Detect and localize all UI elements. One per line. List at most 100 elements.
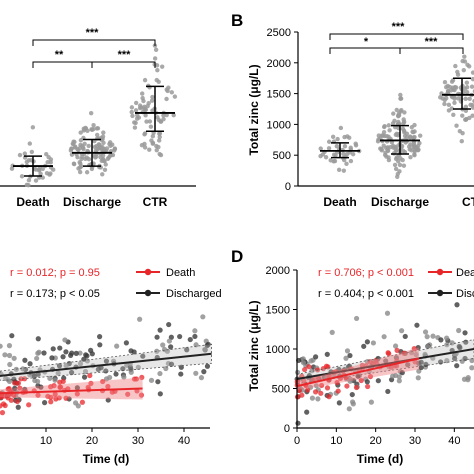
point-discharged [154, 348, 160, 354]
point-discharged [81, 374, 88, 380]
point-discharged [422, 329, 429, 335]
point-death [295, 378, 301, 384]
point-discharged [430, 333, 436, 339]
point-ctr [467, 96, 472, 101]
point-death [74, 391, 80, 397]
point-discharged [204, 363, 211, 369]
panel-a-points [9, 43, 178, 188]
point-death [139, 374, 145, 380]
point-death [57, 379, 63, 385]
point-discharged [324, 351, 330, 357]
point-discharged [157, 327, 163, 333]
panel-d-y-ticks: 0 500 1000 1500 2000 [266, 265, 297, 435]
point-discharge [398, 109, 403, 114]
point-discharged [9, 333, 15, 339]
point-death [52, 391, 58, 397]
point-death [358, 377, 364, 384]
point-death [57, 384, 64, 390]
point-death [326, 146, 332, 151]
point-ctr [462, 54, 467, 59]
significance-bracket [91, 61, 156, 68]
point-discharged [202, 346, 208, 353]
point-discharged [350, 401, 356, 407]
point-discharge [91, 123, 96, 128]
point-ctr [155, 68, 160, 73]
point-discharged [315, 396, 321, 402]
point-discharged [424, 343, 431, 350]
point-discharged [344, 348, 351, 354]
point-discharged [313, 383, 319, 389]
point-ctr [451, 87, 456, 92]
point-death [326, 394, 332, 400]
point-discharged [465, 377, 471, 383]
point-death [335, 136, 340, 142]
point-discharge [402, 110, 407, 115]
significance-bracket [399, 47, 464, 54]
point-discharged [95, 366, 101, 372]
point-death [44, 171, 50, 176]
point-ctr [464, 85, 470, 90]
point-discharged [414, 322, 420, 328]
point-discharge [404, 131, 410, 136]
point-death [27, 141, 32, 146]
point-death [29, 149, 35, 155]
point-death [350, 151, 356, 157]
regression-line-discharged [296, 348, 474, 381]
point-death [15, 380, 22, 386]
point-discharge [69, 146, 74, 151]
point-ctr [130, 113, 135, 119]
point-discharge [387, 128, 392, 133]
point-ctr [161, 116, 166, 122]
point-discharged [2, 352, 8, 358]
point-discharge [102, 167, 108, 173]
point-ctr [150, 134, 156, 139]
point-discharged [392, 343, 399, 349]
point-ctr [465, 62, 470, 67]
point-death [48, 171, 53, 176]
point-death [19, 174, 25, 179]
panel-c: 10 20 30 40 Time (d) r = 0.012; p = 0.95 r … [0, 267, 222, 466]
point-ctr [129, 109, 134, 115]
point-discharge [394, 131, 399, 137]
point-death [305, 387, 311, 393]
point-death [301, 378, 307, 384]
point-discharged [157, 370, 163, 377]
point-ctr [154, 77, 159, 83]
point-ctr [142, 145, 148, 150]
point-death [37, 167, 42, 172]
y-tick-label: 1500 [267, 89, 291, 101]
point-ctr [141, 98, 146, 104]
y-tick-label: 2000 [266, 265, 290, 277]
sig-label-a-death-discharge: ** [55, 49, 64, 61]
point-discharge [94, 132, 100, 138]
point-discharge [396, 159, 401, 164]
legend-label-discharged-d: Discharged [456, 288, 474, 300]
point-death [335, 388, 341, 394]
point-ctr [460, 58, 465, 64]
sig-label-b-discharge-ctr: *** [425, 36, 439, 48]
legend-marker-discharged-c [144, 289, 152, 297]
point-discharged [60, 354, 66, 360]
point-discharged [20, 366, 26, 372]
category-label-b-discharge: Discharge [371, 195, 429, 209]
point-ctr [132, 125, 138, 130]
point-discharged [178, 371, 184, 377]
sig-label-b-death-ctr: *** [392, 21, 406, 33]
point-discharge [386, 157, 392, 163]
point-death [79, 399, 86, 405]
point-discharged [415, 344, 421, 351]
point-discharged [41, 350, 47, 356]
point-discharge [410, 129, 415, 135]
point-discharged [343, 355, 349, 361]
panel-a-significance-brackets [32, 39, 156, 68]
point-ctr [144, 119, 149, 124]
point-discharge [400, 157, 405, 163]
point-discharged [347, 352, 353, 359]
point-discharge [381, 130, 387, 135]
point-discharge [415, 143, 421, 149]
point-discharged [454, 363, 460, 369]
point-discharged [75, 403, 81, 409]
point-discharged [35, 371, 41, 377]
point-death [38, 171, 43, 176]
point-ctr [146, 101, 151, 106]
